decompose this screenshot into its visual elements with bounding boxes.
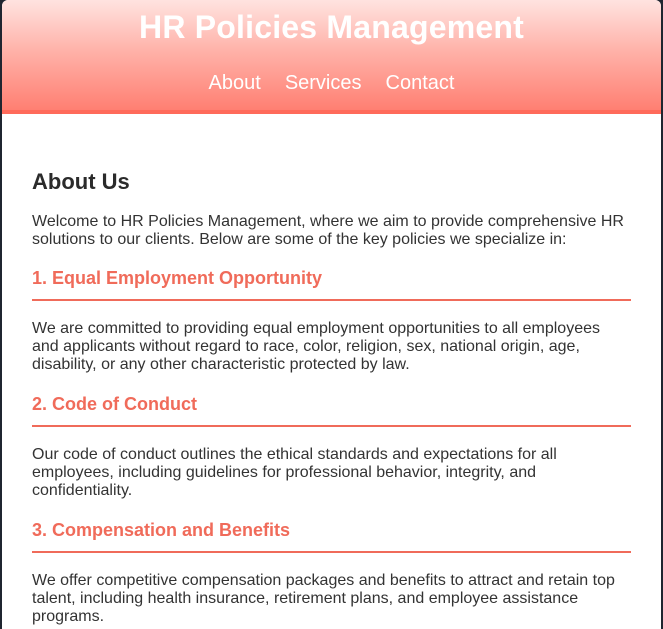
nav-link-about[interactable]: About	[208, 72, 261, 94]
nav-link-contact[interactable]: Contact	[385, 72, 455, 94]
policy-heading-equal-employment: 1. Equal Employment Opportunity	[32, 267, 631, 301]
intro-text: Welcome to HR Policies Management, where…	[32, 213, 624, 248]
policy-text-equal-employment: We are committed to providing equal empl…	[32, 320, 600, 373]
policy-heading-code-of-conduct: 2. Code of Conduct	[32, 393, 631, 427]
section-title: About Us	[32, 169, 130, 194]
policy-heading-compensation: 3. Compensation and Benefits	[32, 519, 631, 553]
site-title: HR Policies Management	[139, 9, 524, 45]
policy-text-compensation: We offer competitive compensation packag…	[32, 572, 615, 625]
main-content: About Us Welcome to HR Policies Manageme…	[2, 168, 661, 626]
nav-link-services[interactable]: Services	[284, 72, 362, 94]
main-nav: About Services Contact	[2, 71, 661, 95]
policy-text-code-of-conduct: Our code of conduct outlines the ethical…	[32, 446, 557, 499]
site-header: HR Policies Management About Services Co…	[2, 0, 661, 114]
